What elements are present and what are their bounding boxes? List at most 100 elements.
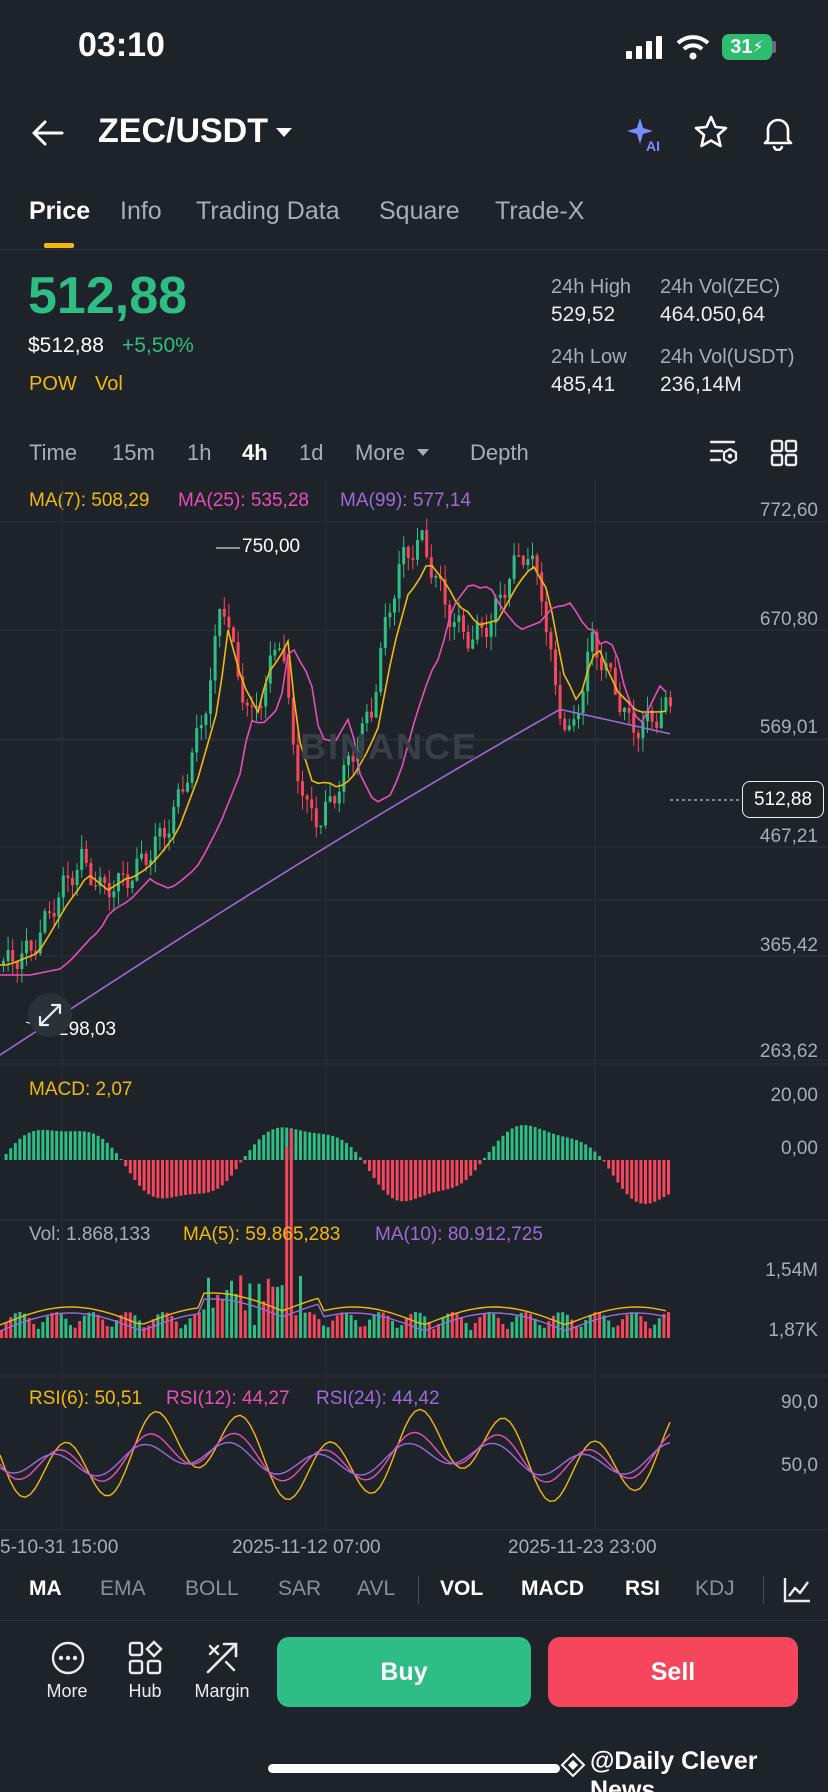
candle-body <box>103 877 107 884</box>
chart-watermark: BINANCE <box>300 726 479 767</box>
timeframe-15m[interactable]: 15m <box>112 440 155 465</box>
volume-bar <box>395 1327 399 1338</box>
indicator-rsi[interactable]: RSI <box>625 1577 661 1600</box>
macd-bar <box>501 1135 505 1160</box>
volume-bar <box>207 1277 210 1338</box>
indicator-sar[interactable]: SAR <box>278 1577 322 1600</box>
volume-bar <box>202 1309 206 1338</box>
volume-bar <box>565 1314 569 1338</box>
volume-bar <box>105 1326 109 1338</box>
timeframe-1d[interactable]: 1d <box>299 440 324 465</box>
tag-pow[interactable]: POW <box>29 373 77 395</box>
macd-bar <box>496 1140 500 1160</box>
volume-bar <box>621 1319 624 1338</box>
more-dropdown-icon[interactable] <box>416 448 430 458</box>
indicator-kdj[interactable]: KDJ <box>695 1577 735 1600</box>
macd-bar <box>151 1160 155 1197</box>
buy-button[interactable]: Buy <box>277 1637 531 1707</box>
tab-info[interactable]: Info <box>120 197 162 225</box>
kline-chart[interactable] <box>0 480 828 1540</box>
indicator-avl[interactable]: AVL <box>357 1577 396 1600</box>
nav-more[interactable]: More <box>42 1640 92 1702</box>
current-price-tag[interactable]: 512,88 <box>742 781 824 818</box>
volume-bar <box>184 1324 187 1338</box>
candle-body <box>29 940 33 951</box>
nav-hub[interactable]: Hub <box>120 1640 170 1702</box>
grid-layout-icon[interactable] <box>770 439 798 467</box>
more-dots-icon <box>51 1641 85 1675</box>
volume-bar <box>211 1307 215 1338</box>
tag-vol[interactable]: Vol <box>95 373 123 395</box>
timeframe-depth[interactable]: Depth <box>470 440 529 465</box>
ai-sparkle-icon[interactable]: AI <box>624 114 666 154</box>
candle-body <box>466 632 470 649</box>
indicator-vol[interactable]: VOL <box>440 1577 484 1600</box>
macd-bar <box>96 1135 100 1160</box>
candle-body <box>213 636 217 681</box>
back-arrow-icon[interactable] <box>30 118 66 148</box>
nav-margin[interactable]: Margin <box>192 1640 252 1702</box>
volume-bar <box>515 1316 519 1338</box>
macd-bar <box>303 1131 307 1160</box>
volume-bar <box>584 1320 588 1338</box>
vol-usdt-value: 236,14M <box>660 373 742 396</box>
tab-price[interactable]: Price <box>29 197 91 225</box>
macd-bar <box>27 1132 31 1160</box>
indicator-ma[interactable]: MA <box>29 1577 62 1600</box>
tab-trading-data[interactable]: Trading Data <box>196 197 340 225</box>
volume-bar <box>653 1324 657 1338</box>
volume-bar <box>161 1312 164 1338</box>
expand-chart-button[interactable] <box>28 993 72 1037</box>
candle-body <box>11 950 15 962</box>
indicator-boll[interactable]: BOLL <box>185 1577 239 1600</box>
candle-body <box>370 711 373 718</box>
timeframe-1h[interactable]: 1h <box>187 440 212 465</box>
sell-button[interactable]: Sell <box>548 1637 798 1707</box>
alert-bell-icon[interactable] <box>760 113 796 151</box>
candle-body <box>107 883 111 898</box>
volume-bar <box>432 1328 436 1338</box>
candle-body <box>209 680 212 714</box>
candle-body <box>669 697 672 707</box>
chart-settings-icon[interactable] <box>708 437 740 467</box>
tab-trade-x[interactable]: Trade-X <box>495 197 585 225</box>
candle-body <box>15 961 19 969</box>
rsi12-line <box>0 1431 671 1483</box>
vol-zec-label: 24h Vol(ZEC) <box>660 276 781 298</box>
timeframe-time[interactable]: Time <box>29 440 78 465</box>
favorite-star-icon[interactable] <box>692 114 730 150</box>
candle-body <box>379 647 383 692</box>
candle-body <box>475 622 479 640</box>
macd-bar <box>326 1134 330 1160</box>
candle-body <box>535 555 539 573</box>
volume-bar <box>372 1314 376 1338</box>
timeframe-more[interactable]: More <box>355 440 406 465</box>
pair-title[interactable]: ZEC/USDT <box>98 112 268 150</box>
volume-bar <box>487 1312 491 1338</box>
indicator-ema[interactable]: EMA <box>100 1577 146 1600</box>
time-axis-label: 2025-11-23 23:00 <box>508 1537 657 1558</box>
macd-bar <box>124 1160 128 1167</box>
macd-bar <box>101 1138 105 1160</box>
macd-bar <box>87 1132 91 1160</box>
volume-bar <box>156 1314 160 1338</box>
volume-bar <box>257 1283 261 1338</box>
ma99-legend: MA(99): 577,14 <box>340 490 471 511</box>
wifi-icon <box>676 35 710 60</box>
macd-bar <box>538 1128 542 1160</box>
macd-bar <box>524 1125 528 1160</box>
tab-square[interactable]: Square <box>379 197 460 225</box>
candle-body <box>190 752 194 783</box>
macd-bar <box>460 1160 463 1184</box>
volume-bar <box>128 1312 132 1338</box>
indicator-settings-icon[interactable] <box>782 1576 812 1604</box>
macd-legend: MACD: 2,07 <box>29 1079 133 1100</box>
timeframe-4h[interactable]: 4h <box>242 440 268 465</box>
candle-body <box>659 711 663 728</box>
tabs-divider <box>0 249 828 250</box>
macd-bar <box>156 1160 160 1198</box>
pair-dropdown-icon[interactable] <box>274 126 294 140</box>
indicator-macd[interactable]: MACD <box>521 1577 584 1600</box>
candle-body <box>204 713 208 726</box>
